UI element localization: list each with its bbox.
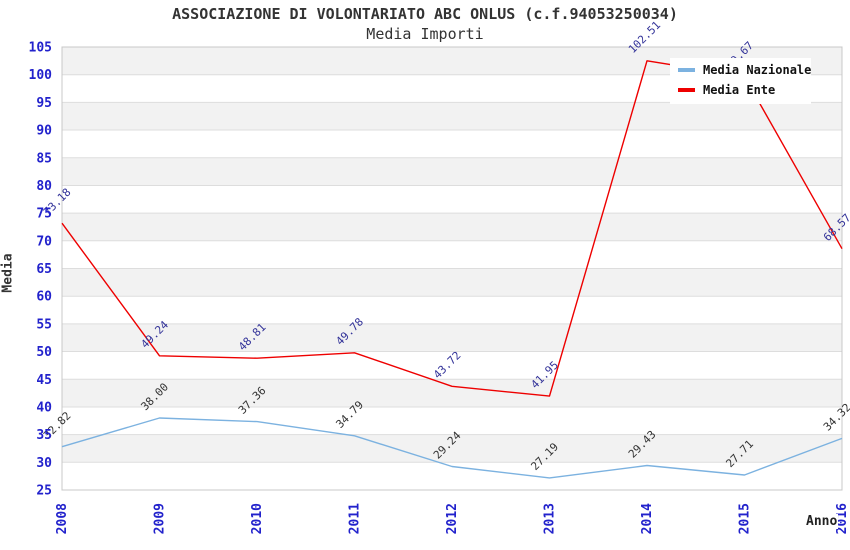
y-tick-label: 105 (29, 41, 52, 56)
point-label: 43.72 (431, 349, 464, 382)
band-row (62, 379, 842, 407)
y-tick-label: 45 (36, 373, 52, 388)
x-tick-label: 2013 (543, 503, 558, 534)
x-tick-label: 2014 (640, 503, 655, 534)
y-tick-label: 50 (36, 345, 52, 360)
x-tick-label: 2010 (250, 503, 265, 534)
band-row (62, 213, 842, 241)
chart-subtitle: Media Importi (366, 25, 484, 43)
legend-item-media-ente: Media Ente (678, 82, 805, 98)
y-tick-label: 70 (36, 234, 52, 249)
x-tick-label: 2015 (738, 503, 753, 534)
y-tick-label: 25 (36, 484, 52, 499)
x-tick-label: 2016 (835, 503, 850, 534)
x-axis-title: Anno (805, 514, 839, 529)
band-row (62, 268, 842, 297)
band-row (62, 157, 842, 186)
legend-item-media-nazionale: Media Nazionale (678, 62, 811, 78)
y-tick-label: 85 (36, 151, 52, 166)
legend: Media Nazionale Media Ente (670, 58, 811, 104)
y-tick-label: 100 (29, 68, 53, 83)
band-row (62, 102, 842, 131)
y-axis-title: Media (0, 253, 16, 293)
band-row (62, 323, 842, 352)
legend-label: Media Nazionale (703, 63, 812, 77)
legend-label: Media Ente (703, 83, 776, 97)
legend-swatch-media-nazionale-icon (678, 68, 695, 72)
x-tick-label: 2012 (445, 503, 460, 534)
y-tick-label: 90 (36, 124, 52, 139)
x-tick-label: 2009 (153, 503, 168, 534)
y-tick-label: 55 (36, 317, 52, 332)
plot-border (61, 46, 843, 491)
band-row (62, 434, 842, 463)
y-tick-label: 60 (36, 290, 52, 305)
y-tick-label: 35 (36, 428, 52, 443)
y-tick-label: 40 (36, 400, 52, 415)
y-tick-label: 80 (36, 179, 52, 194)
x-tick-label: 2011 (348, 503, 363, 534)
y-tick-label: 65 (36, 262, 52, 277)
y-tick-label: 75 (36, 207, 52, 222)
y-tick-label: 30 (36, 456, 52, 471)
y-tick-label: 95 (36, 96, 52, 111)
series-line-media-nazionale (61, 417, 843, 479)
legend-swatch-media-ente-icon (678, 88, 695, 92)
x-tick-label: 2008 (55, 503, 70, 534)
chart-title: ASSOCIAZIONE DI VOLONTARIATO ABC ONLUS (… (172, 5, 678, 23)
